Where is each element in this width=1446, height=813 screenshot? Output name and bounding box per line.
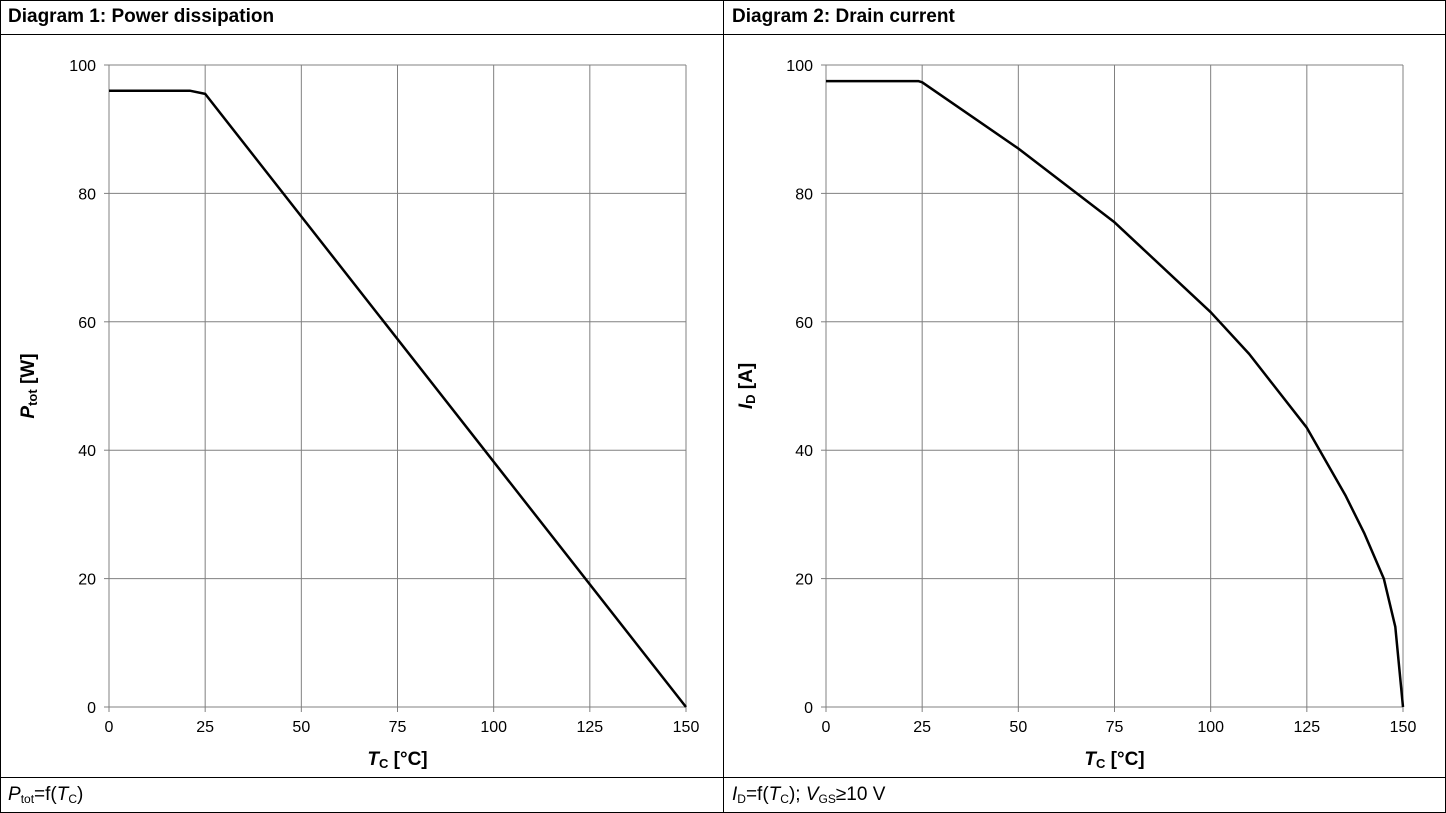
caption-symbol: P xyxy=(8,784,21,805)
x-tick-label: 125 xyxy=(576,719,603,736)
caption-condition-value: ≥10 V xyxy=(835,784,886,805)
x-axis-label: TC [°C] xyxy=(1084,749,1144,771)
y-tick-label: 80 xyxy=(795,186,813,203)
y-tick-label: 20 xyxy=(795,572,813,589)
panel-1-title: Diagram 1: Power dissipation xyxy=(8,6,275,27)
x-tick-label: 0 xyxy=(822,719,831,736)
caption-subscript: D xyxy=(737,792,746,806)
panel-1-caption: Ptot=f(TC) xyxy=(0,778,723,813)
x-tick-label: 25 xyxy=(196,719,214,736)
y-axis-label: ID [A] xyxy=(736,363,758,409)
y-tick-label: 0 xyxy=(804,700,813,717)
caption-subscript: tot xyxy=(20,792,35,806)
y-tick-label: 40 xyxy=(795,443,813,460)
x-tick-label: 0 xyxy=(105,719,114,736)
caption-condition-symbol: V xyxy=(805,784,819,805)
caption-variable: T xyxy=(768,784,781,805)
y-tick-label: 100 xyxy=(69,58,96,75)
y-tick-label: 20 xyxy=(78,572,96,589)
y-tick-label: 40 xyxy=(78,443,96,460)
caption-variable-subscript: C xyxy=(68,792,78,806)
y-tick-label: 60 xyxy=(795,315,813,332)
y-tick-label: 0 xyxy=(87,700,96,717)
caption-tail: ); xyxy=(788,784,806,805)
x-tick-label: 125 xyxy=(1293,719,1320,736)
caption-symbol: I xyxy=(732,784,738,805)
caption-variable-subscript: C xyxy=(780,792,789,806)
series-line xyxy=(109,89,687,708)
x-tick-label: 150 xyxy=(1390,719,1417,736)
y-tick-label: 60 xyxy=(78,315,96,332)
y-tick-label: 80 xyxy=(78,186,96,203)
x-tick-label: 25 xyxy=(913,719,931,736)
x-tick-label: 75 xyxy=(1106,719,1124,736)
caption-text: =f( xyxy=(745,784,769,805)
x-tick-label: 50 xyxy=(1009,719,1027,736)
x-tick-label: 100 xyxy=(480,719,507,736)
column-divider xyxy=(723,0,724,813)
x-tick-label: 75 xyxy=(389,719,407,736)
x-tick-label: 50 xyxy=(292,719,310,736)
y-axis-label: Ptot [W] xyxy=(18,353,40,418)
x-axis-label: TC [°C] xyxy=(367,749,427,771)
caption-variable: T xyxy=(56,784,69,805)
x-tick-label: 100 xyxy=(1197,719,1224,736)
caption-tail: ) xyxy=(77,784,84,805)
y-tick-label: 100 xyxy=(786,58,813,75)
panel-2-title: Diagram 2: Drain current xyxy=(732,6,955,27)
series-line xyxy=(826,79,1405,708)
caption-text: =f( xyxy=(34,784,57,805)
x-tick-label: 150 xyxy=(673,719,700,736)
panel-2-caption: ID=f(TC); VGS≥10 V xyxy=(724,778,1446,813)
caption-condition-subscript: GS xyxy=(818,792,836,806)
